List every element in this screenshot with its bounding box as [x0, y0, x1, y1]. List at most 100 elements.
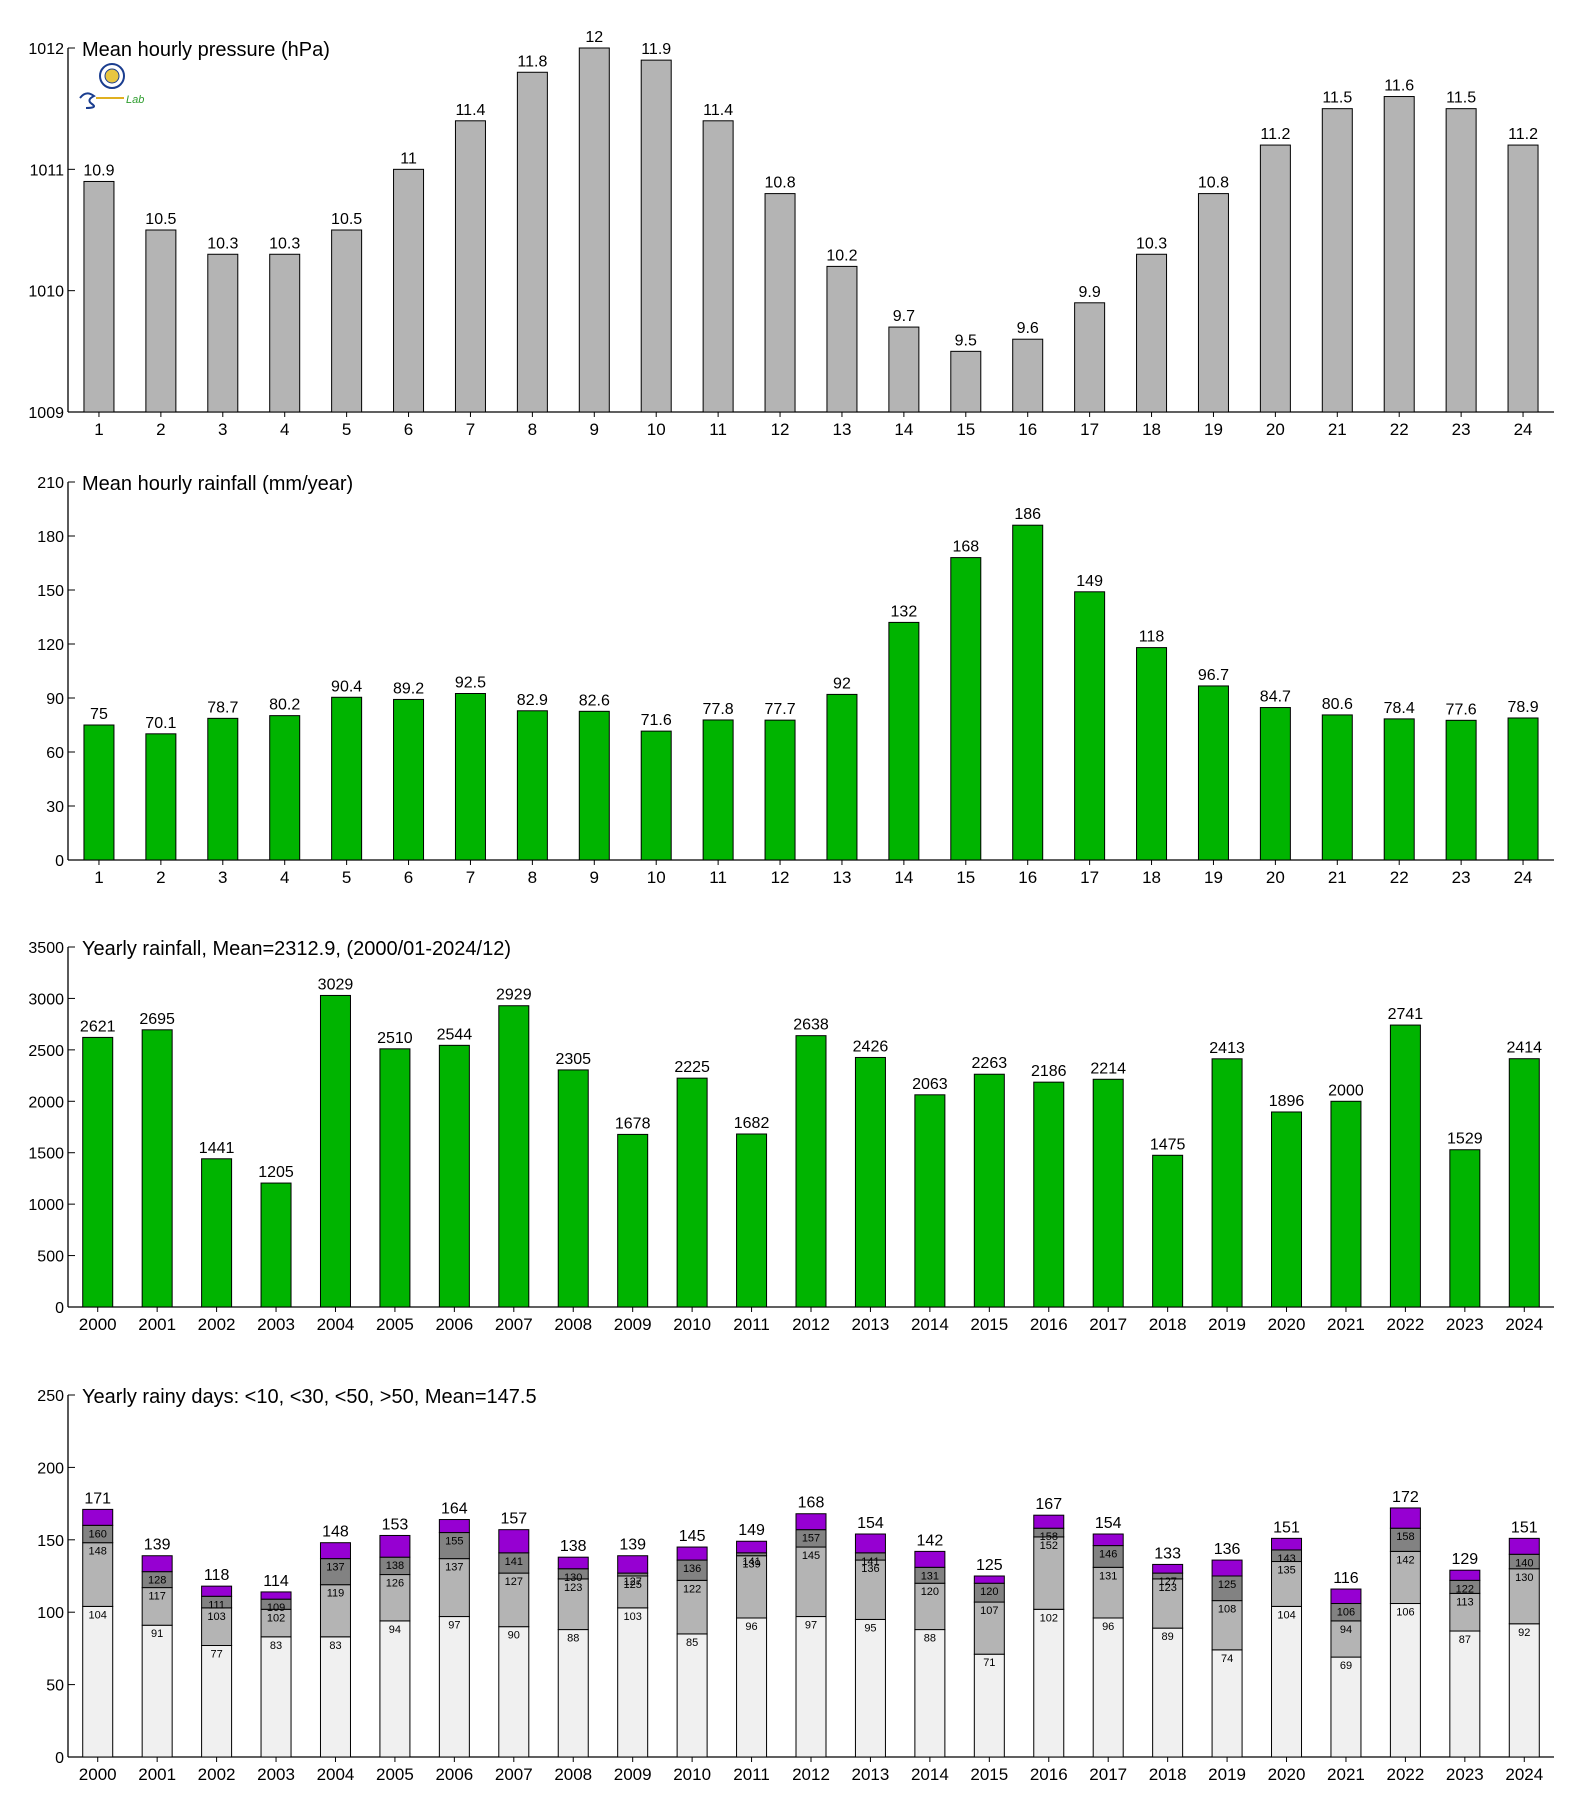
bar-value-label: 1529 [1447, 1131, 1483, 1148]
segment-label-lt50: 111 [208, 1599, 225, 1611]
bar [83, 180, 115, 413]
segment-label-lt10: 95 [864, 1622, 876, 1634]
segment-label-lt10: 104 [1277, 1609, 1295, 1621]
bar [516, 71, 548, 413]
segment-label-lt10: 83 [329, 1640, 341, 1652]
x-tick-label: 5 [342, 868, 351, 887]
bar-segment-lt10 [260, 1636, 292, 1758]
bar-value-label: 11.9 [641, 41, 671, 58]
bar [854, 1056, 886, 1308]
bar-value-label: 10.9 [83, 162, 114, 179]
bar-value-label: 80.6 [1322, 696, 1353, 713]
bar-value-label: 2621 [80, 1018, 116, 1035]
segment-label-lt10: 96 [1102, 1621, 1114, 1633]
bar-segment-lt10 [438, 1616, 470, 1758]
bar-total-label: 164 [441, 1501, 468, 1518]
chart-panel-2: Mean hourly rainfall (mm/year)0306090120… [37, 473, 1554, 887]
bar-segment-gt50 [141, 1555, 173, 1573]
bar [1074, 302, 1106, 413]
bar [1092, 1078, 1124, 1308]
x-tick-label: 2003 [257, 1315, 295, 1334]
segment-label-lt50: 122 [1456, 1583, 1474, 1595]
bar-value-label: 92.5 [455, 675, 486, 692]
y-tick-label: 180 [37, 529, 64, 546]
bar [640, 730, 672, 861]
bar-total-label: 151 [1273, 1519, 1300, 1536]
x-tick-label: 2010 [673, 1765, 711, 1784]
x-tick-label: 2012 [792, 1315, 830, 1334]
y-tick-label: 1500 [28, 1146, 64, 1163]
segment-label-lt30: 136 [861, 1563, 879, 1575]
bar-value-label: 82.6 [579, 692, 610, 709]
segment-label-lt30: 142 [1396, 1554, 1414, 1566]
x-tick-label: 17 [1080, 868, 1099, 887]
bar [1074, 591, 1106, 861]
x-tick-label: 14 [894, 868, 913, 887]
y-tick-label: 210 [37, 475, 64, 492]
bar-segment-lt10 [201, 1645, 233, 1758]
x-tick-label: 3 [218, 420, 227, 439]
x-tick-label: 2021 [1327, 1765, 1365, 1784]
bar-segment-lt30 [1508, 1568, 1540, 1625]
bar-segment-lt10 [1271, 1605, 1303, 1758]
bar-value-label: 96.7 [1198, 667, 1229, 684]
chart-panel-3: Yearly rainfall, Mean=2312.9, (2000/01-2… [28, 938, 1554, 1334]
x-tick-label: 2 [156, 420, 165, 439]
bar [331, 696, 363, 861]
x-tick-label: 11 [709, 420, 727, 439]
bar [1259, 144, 1291, 413]
segment-label-lt10: 85 [686, 1637, 698, 1649]
bar-value-label: 2413 [1209, 1040, 1245, 1057]
segment-label-lt10: 96 [745, 1621, 757, 1633]
x-tick-label: 2013 [852, 1765, 890, 1784]
bar-segment-lt10 [1211, 1649, 1243, 1758]
bar-value-label: 70.1 [145, 715, 176, 732]
segment-label-lt30: 108 [1218, 1604, 1236, 1616]
bar [269, 715, 301, 861]
segment-label-lt50: 143 [1277, 1553, 1295, 1565]
segment-label-lt10: 88 [567, 1633, 579, 1645]
bar-segment-lt30 [1211, 1600, 1243, 1651]
bar [145, 733, 177, 861]
bar-value-label: 1682 [734, 1115, 770, 1132]
bar [1321, 714, 1353, 861]
x-tick-label: 15 [956, 868, 975, 887]
bar-segment-lt30 [1449, 1592, 1481, 1632]
segment-label-lt10: 97 [805, 1620, 817, 1632]
bar-total-label: 145 [679, 1528, 706, 1545]
segment-label-lt30: 102 [267, 1612, 285, 1624]
bar-value-label: 2695 [139, 1011, 175, 1028]
x-tick-label: 20 [1266, 868, 1285, 887]
bar-value-label: 10.8 [1198, 175, 1229, 192]
bar-value-label: 1441 [199, 1140, 235, 1157]
segment-label-lt30: 107 [980, 1605, 998, 1617]
x-tick-label: 2020 [1268, 1315, 1306, 1334]
lab-logo-icon: Lab [79, 63, 144, 109]
x-tick-label: 19 [1204, 420, 1223, 439]
segment-label-lt30: 94 [1340, 1624, 1352, 1636]
bar-value-label: 77.6 [1446, 701, 1477, 718]
x-tick-label: 2008 [554, 1765, 592, 1784]
bar-value-label: 90.4 [331, 678, 362, 695]
bar-total-label: 139 [144, 1537, 171, 1554]
bar-value-label: 11.4 [703, 102, 733, 119]
bar [498, 1005, 530, 1308]
x-tick-label: 2023 [1446, 1315, 1484, 1334]
segment-label-lt50: 128 [148, 1575, 166, 1587]
segment-label-lt30: 135 [1277, 1565, 1295, 1577]
x-tick-label: 2011 [733, 1765, 770, 1784]
bar-value-label: 2186 [1031, 1063, 1067, 1080]
bar-segment-gt50 [1211, 1559, 1243, 1577]
bar-value-label: 71.6 [641, 712, 672, 729]
y-tick-label: 50 [46, 1678, 64, 1695]
y-tick-label: 1012 [28, 41, 64, 58]
bar [454, 120, 486, 413]
bar [1321, 108, 1353, 413]
bar-segment-lt30 [914, 1582, 946, 1631]
bar [617, 1133, 649, 1308]
bar-value-label: 77.7 [764, 701, 795, 718]
y-tick-label: 0 [55, 853, 64, 870]
bar-value-label: 2741 [1388, 1006, 1424, 1023]
bar-segment-lt10 [82, 1605, 114, 1758]
segment-label-lt10: 71 [983, 1657, 995, 1669]
